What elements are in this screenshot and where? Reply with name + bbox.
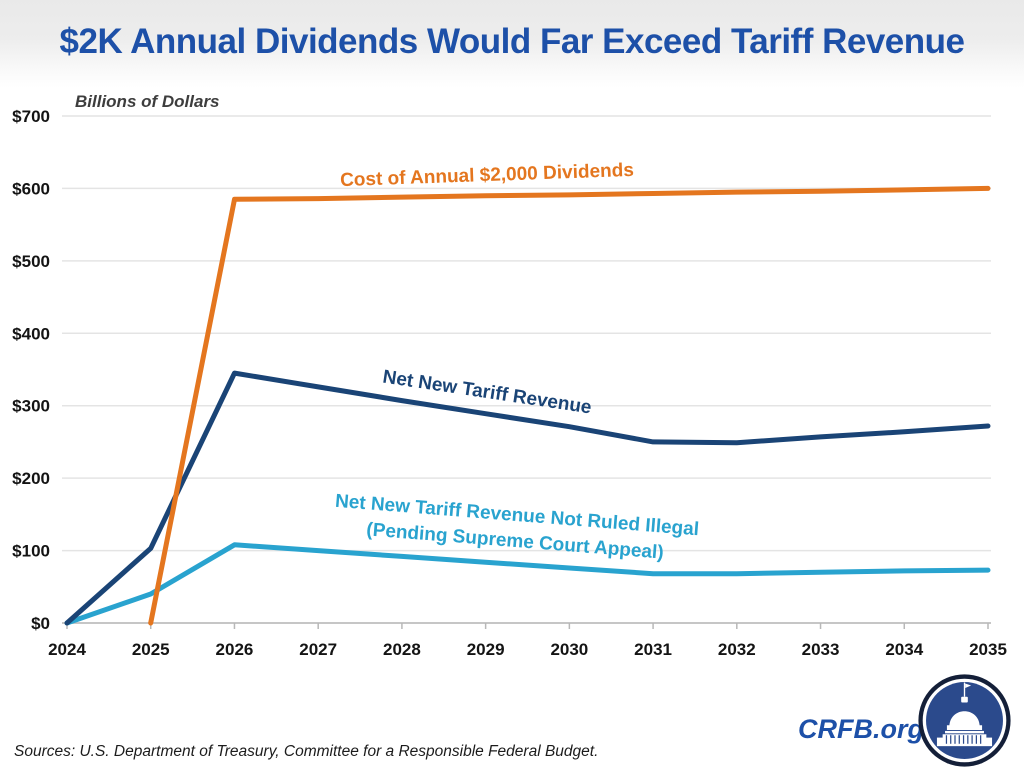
capitol-columns	[945, 735, 982, 744]
x-tick-label: 2025	[132, 640, 170, 659]
y-tick-label: $700	[12, 107, 50, 126]
chart-title: $2K Annual Dividends Would Far Exceed Ta…	[59, 22, 965, 61]
capitol-building	[936, 682, 993, 747]
y-tick-label: $600	[12, 179, 50, 198]
y-tick-label: $200	[12, 469, 50, 488]
x-tick-label: 2030	[550, 640, 588, 659]
y-axis-title: Billions of Dollars	[75, 92, 220, 111]
series-line-1	[64, 370, 991, 626]
crfb-org-link[interactable]: CRFB.org	[798, 714, 924, 744]
y-tick-label: $400	[12, 324, 50, 343]
branding: CRFB.org	[798, 714, 934, 745]
y-tick-label: $300	[12, 397, 50, 416]
x-tick-label: 2024	[48, 640, 86, 659]
source-note: Sources: U.S. Department of Treasury, Co…	[14, 743, 599, 760]
header-band	[0, 0, 1024, 88]
y-tick-label: $500	[12, 252, 50, 271]
x-tick-label: 2029	[467, 640, 505, 659]
x-tick-label: 2031	[634, 640, 672, 659]
x-tick-label: 2027	[299, 640, 337, 659]
series-line-2	[148, 185, 991, 626]
x-tick-label: 2032	[718, 640, 756, 659]
x-tick-label: 2034	[885, 640, 923, 659]
x-tick-label: 2028	[383, 640, 421, 659]
x-tick-label: 2033	[802, 640, 840, 659]
y-tick-label: $0	[31, 614, 50, 633]
y-tick-label: $100	[12, 542, 50, 561]
x-tick-label: 2035	[969, 640, 1007, 659]
capitol-icon	[918, 674, 1011, 767]
x-tick-label: 2026	[216, 640, 254, 659]
series-line-0	[64, 542, 991, 626]
